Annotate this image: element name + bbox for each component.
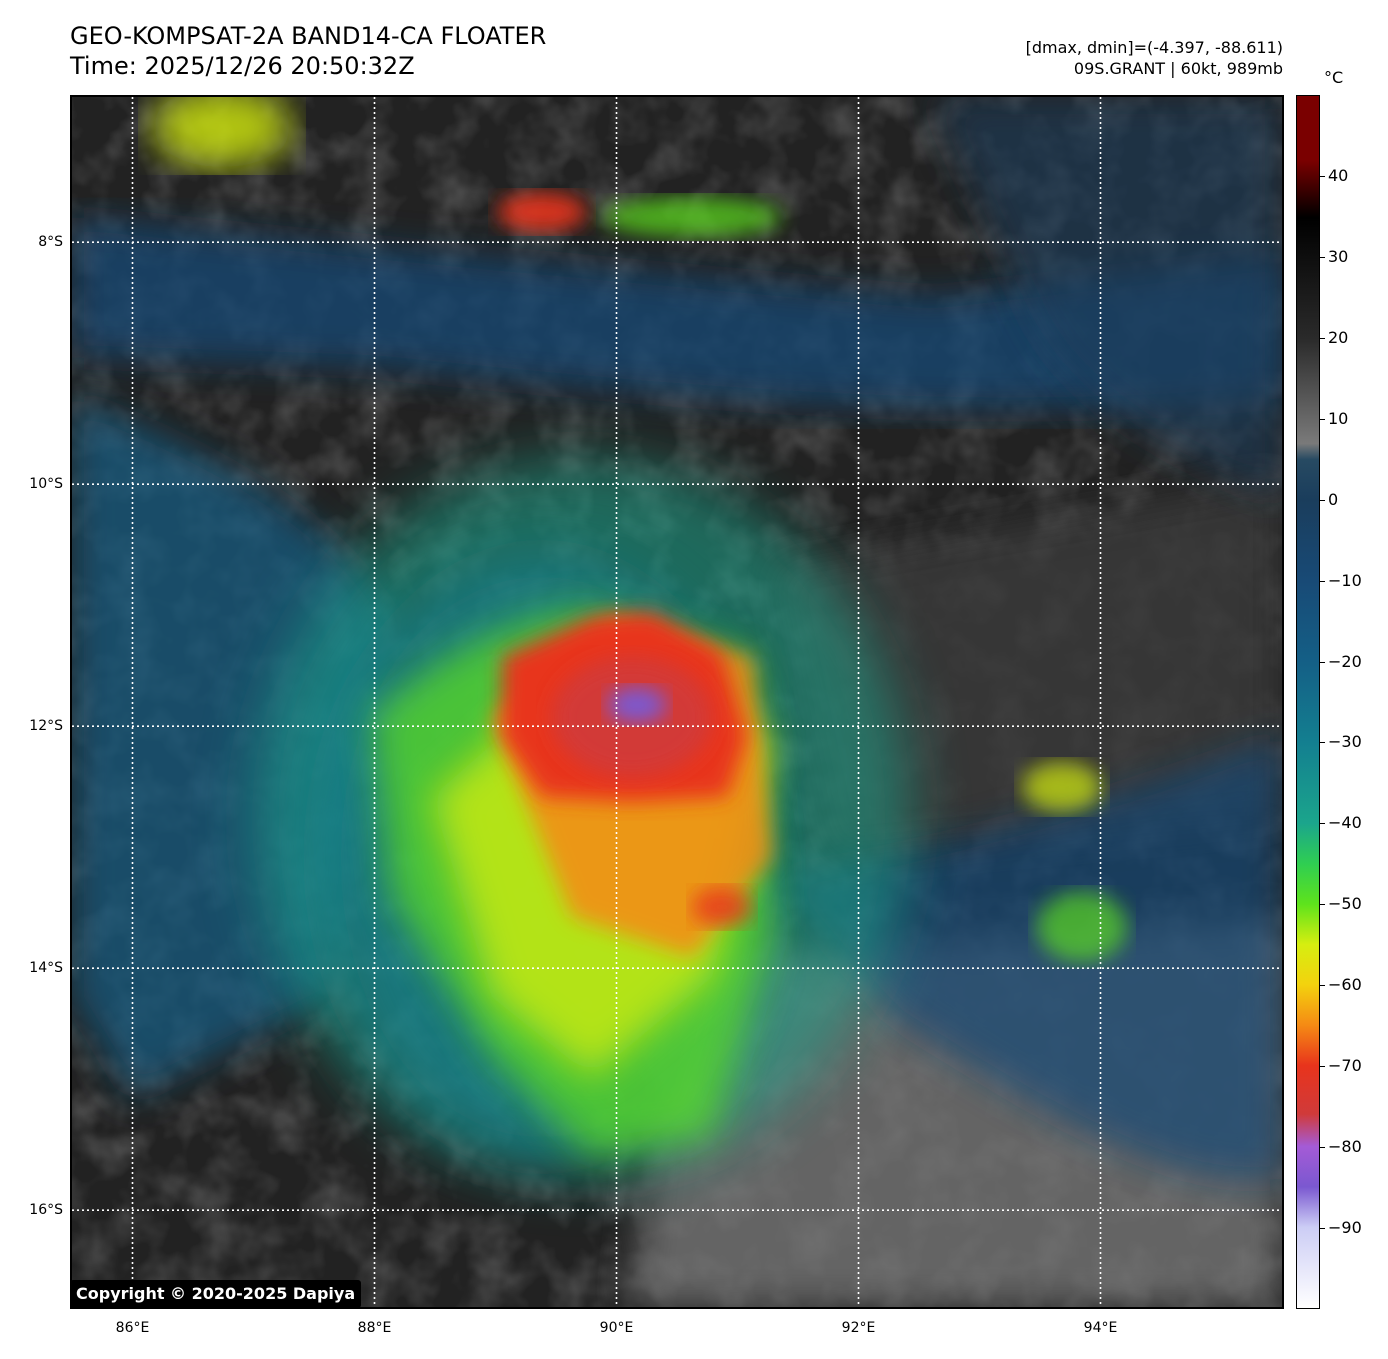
- colorbar-tick: [1320, 985, 1325, 987]
- colorbar-tick-label: −80: [1328, 1137, 1362, 1157]
- temperature-range-info: [dmax, dmin]=(-4.397, -88.611): [1025, 38, 1283, 57]
- colorbar-unit: °C: [1324, 68, 1344, 87]
- cyclone-eye-region: [607, 687, 667, 723]
- colorbar-tick: [1320, 742, 1325, 744]
- southeastern-convective-cell: [1037, 892, 1127, 962]
- map-title: GEO-KOMPSAT-2A BAND14-CA FLOATER: [70, 22, 547, 50]
- colorbar-tick: [1320, 175, 1325, 177]
- colorbar-tick: [1320, 661, 1325, 663]
- northeast-cloud-band: [932, 97, 1282, 497]
- eastern-convective-cell: [1022, 762, 1102, 812]
- graticule: [72, 97, 1282, 1307]
- northwest-convection: [152, 97, 292, 167]
- northern-convective-cell: [497, 192, 587, 232]
- latitude-label: 10°S: [29, 476, 63, 493]
- longitude-label: 88°E: [357, 1320, 392, 1336]
- colorbar-tick-label: −70: [1328, 1056, 1362, 1076]
- storm-info: 09S.GRANT | 60kt, 989mb: [1073, 59, 1283, 78]
- colorbar-tick: [1320, 823, 1325, 825]
- latitude-label: 16°S: [29, 1202, 63, 1219]
- colorbar-tick: [1320, 1228, 1325, 1230]
- latitude-label: 14°S: [29, 960, 63, 977]
- eastern-cloud-band: [772, 737, 1282, 1180]
- colorbar: [1296, 95, 1320, 1309]
- colorbar-tick: [1320, 256, 1325, 258]
- colorbar-tick-label: −60: [1328, 975, 1362, 995]
- observation-time: Time: 2025/12/26 20:50:32Z: [70, 52, 415, 80]
- northern-convective-line: [602, 197, 782, 237]
- colorbar-tick-label: −40: [1328, 813, 1362, 833]
- colorbar-tick-label: −10: [1328, 570, 1362, 590]
- longitude-label: 92°E: [841, 1320, 876, 1336]
- colorbar-tick: [1320, 499, 1325, 501]
- colorbar-tick: [1320, 337, 1325, 339]
- colorbar-tick: [1320, 580, 1325, 582]
- longitude-label: 86°E: [115, 1320, 150, 1336]
- colorbar-tick-label: 0: [1328, 489, 1339, 509]
- latitude-label: 8°S: [38, 234, 63, 251]
- satellite-imagery: [72, 97, 1282, 1307]
- southern-convective-cell: [692, 887, 752, 927]
- colorbar-tick-label: 20: [1328, 327, 1349, 347]
- satellite-map: [70, 95, 1284, 1309]
- latitude-label: 12°S: [29, 718, 63, 735]
- longitude-label: 90°E: [599, 1320, 634, 1336]
- colorbar-tick: [1320, 904, 1325, 906]
- colorbar-tick: [1320, 1066, 1325, 1068]
- copyright-notice: Copyright © 2020-2025 Dapiya: [70, 1280, 362, 1308]
- colorbar-tick-label: −30: [1328, 732, 1362, 752]
- colorbar-tick: [1320, 1147, 1325, 1149]
- colorbar-tick-label: −50: [1328, 894, 1362, 914]
- colorbar-tick-label: −90: [1328, 1218, 1362, 1238]
- colorbar-tick: [1320, 418, 1325, 420]
- northern-cloud-band: [72, 217, 1282, 410]
- colorbar-tick-label: 10: [1328, 408, 1349, 428]
- longitude-label: 94°E: [1083, 1320, 1118, 1336]
- colorbar-tick-label: 40: [1328, 165, 1349, 185]
- colorbar-tick-label: −20: [1328, 651, 1362, 671]
- colorbar-tick-label: 30: [1328, 246, 1349, 266]
